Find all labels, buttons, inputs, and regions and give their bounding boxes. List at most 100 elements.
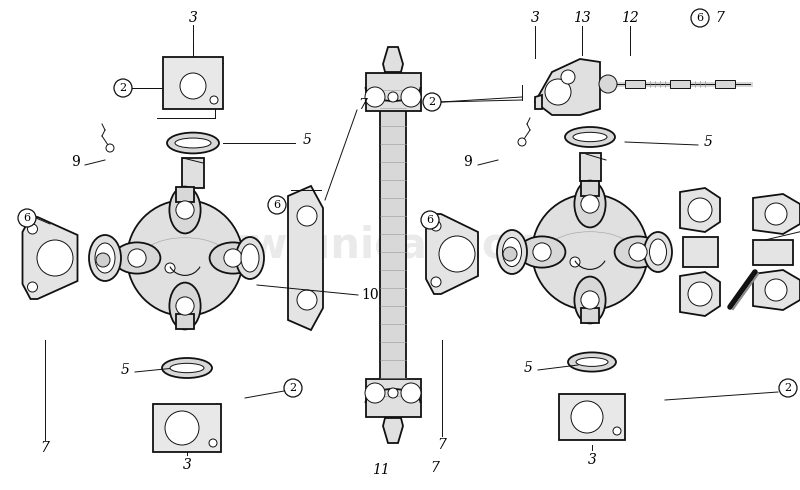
Bar [670,80,690,88]
Ellipse shape [650,239,666,265]
Circle shape [180,73,206,99]
Circle shape [27,282,38,292]
Text: 7: 7 [358,98,367,112]
Ellipse shape [574,181,606,227]
Bar [753,240,793,265]
Text: 13: 13 [573,11,591,25]
Circle shape [545,79,571,105]
Circle shape [533,243,551,261]
Circle shape [401,383,421,403]
Text: 10: 10 [361,288,379,302]
Circle shape [209,439,217,447]
Bar [153,404,221,452]
Circle shape [210,96,218,104]
Circle shape [688,282,712,306]
Circle shape [401,87,421,107]
Text: 3: 3 [189,11,198,25]
Polygon shape [535,59,600,115]
Ellipse shape [95,243,115,273]
Circle shape [127,200,243,316]
Circle shape [224,249,242,267]
Polygon shape [288,186,323,330]
Circle shape [581,195,599,213]
Circle shape [779,379,797,397]
Circle shape [599,75,617,93]
Ellipse shape [114,243,160,273]
Polygon shape [753,194,800,234]
Bar [682,237,718,267]
Circle shape [423,93,441,111]
Bar [559,394,625,440]
Circle shape [561,70,575,84]
Circle shape [688,198,712,222]
Circle shape [431,221,441,231]
Circle shape [765,203,787,225]
Circle shape [18,209,36,227]
Circle shape [268,196,286,214]
Ellipse shape [518,236,566,268]
Text: 5: 5 [523,361,533,375]
Ellipse shape [502,238,522,267]
Circle shape [114,79,132,97]
Circle shape [96,253,110,267]
Circle shape [297,206,317,226]
Circle shape [27,224,38,234]
Ellipse shape [170,283,201,329]
Text: 7: 7 [438,438,446,452]
Ellipse shape [175,138,211,148]
Circle shape [165,411,199,445]
Bar [163,57,223,109]
Text: 2: 2 [429,97,435,107]
Text: 6: 6 [426,215,434,225]
Circle shape [365,383,385,403]
Circle shape [581,291,599,309]
Bar [366,379,421,417]
Bar [625,80,645,88]
Bar [176,187,194,202]
Text: 7: 7 [41,441,50,455]
Text: www.unicar.com.ua: www.unicar.com.ua [172,224,628,266]
Ellipse shape [576,358,608,367]
Polygon shape [680,188,720,232]
Ellipse shape [162,358,212,378]
Circle shape [388,92,398,102]
Circle shape [518,138,526,146]
Text: 3: 3 [530,11,539,25]
Text: 3: 3 [587,453,597,467]
Text: 2: 2 [785,383,791,393]
Bar [182,158,204,188]
Polygon shape [383,47,403,72]
Circle shape [570,257,580,267]
Ellipse shape [170,187,201,233]
Ellipse shape [167,133,219,153]
Circle shape [165,263,175,273]
Polygon shape [680,272,720,316]
Ellipse shape [573,132,607,142]
Circle shape [613,427,621,435]
Circle shape [421,211,439,229]
Circle shape [431,277,441,287]
Circle shape [37,240,73,276]
Ellipse shape [644,232,672,272]
Circle shape [128,249,146,267]
Text: 9: 9 [464,155,472,169]
Bar [366,73,421,111]
Text: 11: 11 [372,463,390,477]
Ellipse shape [497,230,527,274]
Text: 6: 6 [697,13,703,23]
Text: 5: 5 [703,135,713,149]
Ellipse shape [241,244,259,272]
Circle shape [297,290,317,310]
Ellipse shape [210,243,256,273]
Ellipse shape [574,276,606,323]
Polygon shape [426,214,478,294]
Bar [176,314,194,329]
Circle shape [176,297,194,315]
Text: 5: 5 [121,363,130,377]
Circle shape [365,87,385,107]
Polygon shape [22,217,78,299]
Circle shape [388,388,398,398]
Circle shape [571,401,603,433]
Circle shape [691,9,709,27]
Bar [581,181,599,196]
